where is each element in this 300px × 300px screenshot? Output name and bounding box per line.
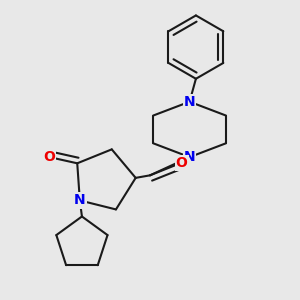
Text: N: N [184,95,195,109]
Text: O: O [43,150,55,164]
Text: N: N [184,150,195,164]
Text: O: O [176,156,188,170]
Text: N: N [74,194,86,207]
